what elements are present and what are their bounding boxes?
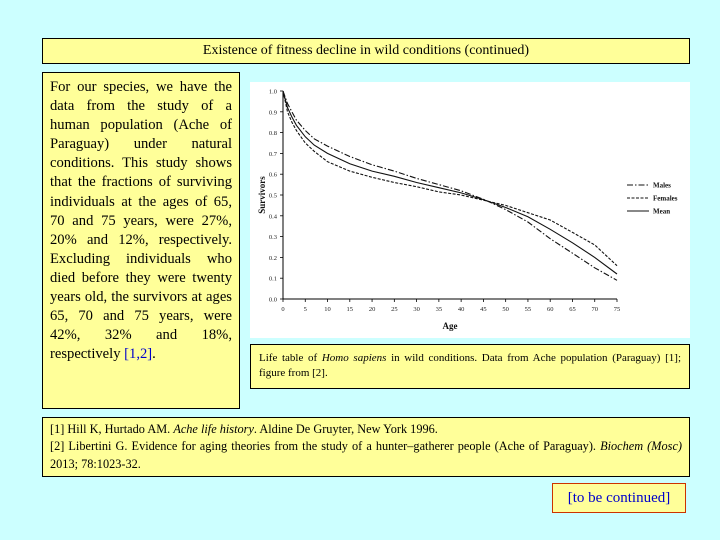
slide-title-text: Existence of fitness decline in wild con…	[202, 43, 530, 58]
x-tick-label: 35	[436, 306, 443, 313]
y-tick-label: 1.0	[269, 89, 277, 96]
slide-title: Existence of fitness decline in wild con…	[42, 38, 690, 64]
x-tick-label: 65	[569, 306, 576, 313]
reference-1: [1] Hill K, Hurtado AM. Ache life histor…	[50, 421, 682, 438]
caption-prefix: Life table of	[259, 352, 318, 364]
x-tick-label: 50	[502, 306, 509, 313]
x-tick-label: 70	[591, 306, 598, 313]
survival-chart-panel: 0.0 0.1 0.2 0.3 0.4 0.5 0.6 0.7 0.8 0.9 1.0 0 5 10 15 2…	[250, 82, 690, 338]
x-tick-label: 40	[458, 306, 465, 313]
survival-chart: 0.0 0.1 0.2 0.3 0.4 0.5 0.6 0.7 0.8 0.9 1.0 0 5 10 15 2…	[257, 89, 678, 332]
x-tick-label: 25	[391, 306, 398, 313]
x-tick-label: 30	[413, 306, 420, 313]
body-text: For our species, we have the data from t…	[50, 79, 232, 363]
legend-label-mean: Mean	[653, 208, 670, 216]
reference-1-title: Ache life history	[173, 422, 254, 436]
y-axis-label: Survivors	[257, 176, 267, 214]
y-tick-label: 0.4	[269, 213, 278, 220]
y-tick-label: 0.9	[269, 109, 277, 116]
x-tick-label: 15	[347, 306, 354, 313]
series-line-females	[282, 90, 618, 267]
reference-2-journal: Biochem (Mosc)	[600, 439, 683, 454]
references-box: [1] Hill K, Hurtado AM. Ache life histor…	[42, 417, 690, 477]
x-tick-label: 5	[304, 306, 307, 313]
legend-label-females: Females	[653, 195, 678, 203]
x-tick-label: 45	[480, 306, 487, 313]
x-tick-label: 20	[369, 306, 376, 313]
continued-link[interactable]: [to be continued]	[552, 483, 686, 513]
y-tick-label: 0.6	[269, 172, 278, 179]
continued-label: [to be continued]	[567, 490, 671, 506]
figure-caption: Life table of Homo sapiens in wild condi…	[250, 344, 690, 389]
caption-species: Homo sapiens	[321, 352, 387, 364]
body-reference-link[interactable]: [1,2]	[124, 346, 153, 363]
reference-1-authors: [1] Hill K, Hurtado AM.	[50, 422, 171, 436]
x-tick-label: 55	[525, 306, 532, 313]
caption-suffix: in wild conditions. Data from Ache popul…	[259, 352, 682, 379]
reference-2-rest: 2013; 78:1023-32.	[50, 456, 141, 471]
series-line-males	[282, 90, 618, 281]
x-tick-label: 60	[547, 306, 554, 313]
x-tick-label: 10	[324, 306, 331, 313]
body-text-box: For our species, we have the data from t…	[42, 72, 240, 409]
x-tick-label: 0	[281, 306, 284, 313]
x-axis-label: Age	[443, 321, 458, 331]
reference-2: [2] Libertini G. Evidence for aging theo…	[50, 438, 682, 473]
y-tick-label: 0.3	[269, 234, 277, 241]
series-line-mean	[282, 90, 618, 275]
reference-1-rest: . Aldine De Gruyter, New York 1996.	[253, 422, 438, 436]
x-tick-label: 75	[614, 306, 621, 313]
body-text-end: .	[152, 346, 156, 363]
y-tick-label: 0.0	[269, 297, 277, 304]
y-tick-label: 0.1	[269, 276, 277, 283]
y-tick-label: 0.8	[269, 130, 277, 137]
legend-label-males: Males	[653, 182, 671, 190]
reference-2-text: [2] Libertini G. Evidence for aging theo…	[50, 439, 596, 454]
y-tick-label: 0.5	[269, 193, 277, 200]
y-tick-label: 0.2	[269, 255, 277, 262]
y-tick-label: 0.7	[269, 151, 278, 158]
